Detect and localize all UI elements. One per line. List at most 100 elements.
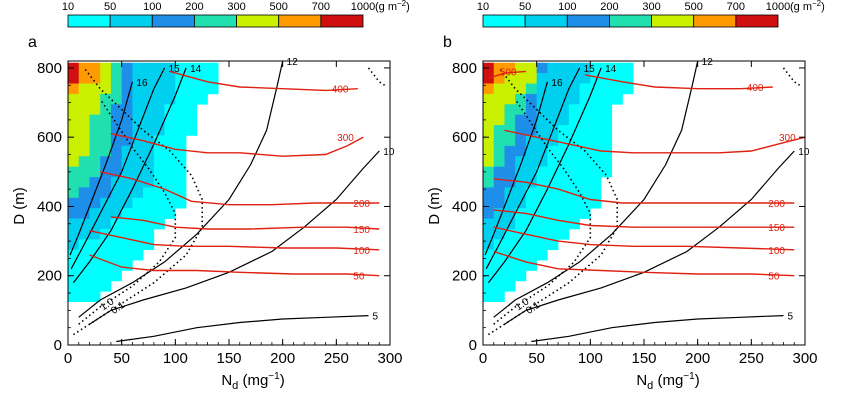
heatmap-cell bbox=[483, 125, 495, 136]
heatmap-cell bbox=[483, 83, 495, 95]
heatmap-cell bbox=[78, 228, 90, 240]
heatmap-cell bbox=[483, 228, 495, 240]
heatmap-cell bbox=[68, 125, 80, 136]
x-tick-label: 250 bbox=[324, 350, 349, 367]
heatmap-cell bbox=[483, 104, 495, 115]
heatmap-cell bbox=[153, 166, 165, 178]
heatmap-cell bbox=[515, 114, 527, 126]
heatmap-cell bbox=[536, 83, 548, 95]
heatmap-cell bbox=[78, 114, 90, 126]
heatmap-cell bbox=[622, 62, 634, 74]
heatmap-cell bbox=[89, 125, 101, 136]
heatmap-cell bbox=[153, 93, 165, 105]
black-contour-line bbox=[531, 315, 784, 343]
heatmap-cell bbox=[579, 93, 591, 105]
heatmap-cell bbox=[132, 83, 144, 95]
red-contour-label: 200 bbox=[768, 199, 785, 210]
heatmap-cell bbox=[579, 187, 591, 199]
heatmap-cell bbox=[579, 135, 591, 147]
heatmap-cell bbox=[68, 93, 80, 105]
heatmap-cell bbox=[89, 177, 101, 188]
heatmap-cell bbox=[493, 93, 505, 105]
heatmap-cell bbox=[143, 166, 155, 178]
dotted-contour-line bbox=[78, 98, 177, 325]
colorbar-tick-label: 10 bbox=[477, 1, 489, 13]
heatmap-cell bbox=[196, 73, 208, 84]
black-contour-label: 10 bbox=[383, 147, 395, 158]
heatmap-cell bbox=[143, 83, 155, 95]
colorbar-unit: (g m−2) bbox=[790, 0, 825, 13]
colorbar: 10 50 100 200 300 500 700 1000 (g m−2) bbox=[477, 0, 825, 28]
heatmap-cell bbox=[110, 208, 122, 219]
red-contour-label: 150 bbox=[768, 223, 785, 234]
heatmap-cell bbox=[601, 135, 613, 147]
heatmap-cell bbox=[110, 218, 122, 230]
heatmap-cell bbox=[515, 228, 527, 240]
heatmap-cell bbox=[568, 177, 580, 188]
heatmap-cell bbox=[89, 83, 101, 95]
colorbar-tick-label: 200 bbox=[185, 1, 203, 13]
black-contour-label: 16 bbox=[136, 78, 148, 89]
heatmap-cell bbox=[143, 228, 155, 240]
heatmap-cell bbox=[110, 270, 122, 282]
panel-b: 10 50 100 200 300 500 700 1000 (g m−2)b0.11.0510… bbox=[426, 0, 825, 392]
heatmap-cell bbox=[493, 135, 505, 147]
heatmap-cell bbox=[132, 177, 144, 188]
heatmap-cell bbox=[483, 280, 495, 292]
heatmap-cell bbox=[121, 145, 133, 157]
x-tick-label: 250 bbox=[739, 350, 764, 367]
heatmap-cell bbox=[579, 156, 591, 167]
heatmap-cell bbox=[143, 93, 155, 105]
heatmap-cell bbox=[547, 83, 559, 95]
heatmap-cell bbox=[536, 114, 548, 126]
heatmap-cell bbox=[547, 114, 559, 126]
heatmap-cell bbox=[590, 104, 602, 115]
heatmap-cell bbox=[590, 187, 602, 199]
heatmap-cell bbox=[175, 104, 187, 115]
heatmap-cell bbox=[78, 249, 90, 261]
heatmap-cell bbox=[515, 135, 527, 147]
heatmap-cell bbox=[164, 187, 176, 199]
heatmap-cell bbox=[601, 104, 613, 115]
heatmap-cell bbox=[121, 197, 133, 209]
heatmap-cell bbox=[175, 135, 187, 147]
x-tick-label: 100 bbox=[578, 350, 603, 367]
heatmap-cell bbox=[515, 145, 527, 157]
heatmap-cell bbox=[504, 83, 516, 95]
heatmap-cell bbox=[536, 239, 548, 251]
heatmap-cell bbox=[143, 73, 155, 84]
heatmap-cell bbox=[536, 166, 548, 178]
colorbar-tick-label: 300 bbox=[227, 1, 245, 13]
heatmap-cell bbox=[68, 156, 80, 167]
heatmap-cell bbox=[525, 208, 537, 219]
heatmap-cell bbox=[68, 83, 80, 95]
heatmap-cell bbox=[515, 156, 527, 167]
heatmap-cell bbox=[110, 197, 122, 209]
heatmap-cell bbox=[483, 187, 495, 199]
heatmap-cell bbox=[579, 125, 591, 136]
heatmap-cell bbox=[89, 260, 101, 271]
heatmap-cell bbox=[68, 135, 80, 147]
heatmap-cell bbox=[493, 177, 505, 188]
heatmap-cell bbox=[143, 145, 155, 157]
heatmap-cell bbox=[78, 73, 90, 84]
heatmap-cell bbox=[110, 73, 122, 84]
x-tick-label: 300 bbox=[792, 350, 817, 367]
heatmap-cell bbox=[153, 62, 165, 74]
red-contour-label: 400 bbox=[332, 85, 349, 96]
heatmap-cell bbox=[504, 93, 516, 105]
heatmap-cell bbox=[568, 166, 580, 178]
heatmap-cell bbox=[68, 187, 80, 199]
heatmap-cell bbox=[504, 135, 516, 147]
heatmap-cell bbox=[601, 83, 613, 95]
heatmap-cell bbox=[547, 93, 559, 105]
black-contour-label: 5 bbox=[373, 312, 379, 323]
heatmap-cell bbox=[525, 197, 537, 209]
heatmap-cell bbox=[483, 218, 495, 230]
heatmap-cell bbox=[483, 197, 495, 209]
heatmap-cell bbox=[78, 270, 90, 282]
heatmap-cell bbox=[175, 125, 187, 136]
colorbar-tick-label: 300 bbox=[642, 1, 660, 13]
heatmap-cell bbox=[78, 104, 90, 115]
heatmap-cell bbox=[558, 156, 570, 167]
